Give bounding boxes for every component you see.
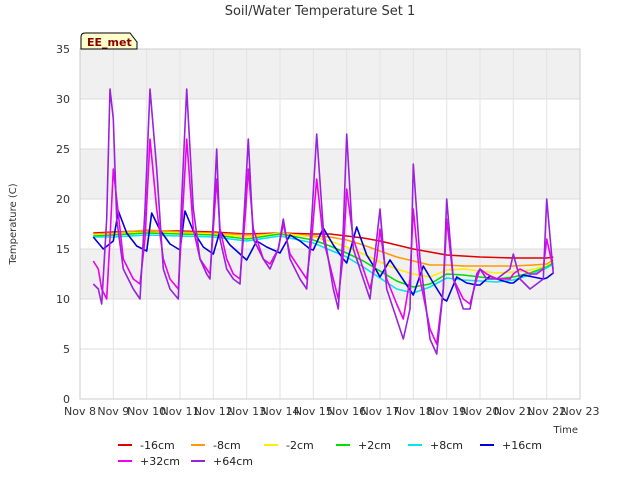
x-tick-label-2: Nov 10 [127, 405, 166, 418]
x-tick-label-0: Nov 8 [64, 405, 96, 418]
chart-title: Soil/Water Temperature Set 1 [225, 4, 416, 19]
series-line--2cm [93, 231, 554, 278]
legend-label-+8cm: +8cm [430, 439, 463, 452]
legend-label-+2cm: +2cm [358, 439, 391, 452]
y-tick-labels: 0 5 10 15 20 25 30 35 [56, 43, 70, 406]
legend-label--16cm: -16cm [140, 439, 175, 452]
x-tick-label-8: Nov 16 [327, 405, 366, 418]
background-bands [80, 49, 580, 299]
legend-label-+32cm: +32cm [140, 455, 180, 468]
x-tick-label-7: Nov 15 [294, 405, 333, 418]
legend: -16cm -8cm -2cm +2cm +8cm +16cm +32cm +64cm [118, 439, 542, 468]
series-lines [92, 88, 555, 355]
series-line--16cm [93, 230, 554, 259]
x-axis-label: Time [553, 425, 578, 436]
y-axis-label: Temperature (C) [8, 183, 19, 265]
y-tick-label-0: 0 [63, 393, 70, 406]
x-tick-label-11: Nov 19 [427, 405, 466, 418]
y-tick-label-6: 30 [56, 93, 70, 106]
x-tick-label-5: Nov 13 [227, 405, 266, 418]
x-tick-label-10: Nov 18 [394, 405, 433, 418]
legend-label-+64cm: +64cm [213, 455, 253, 468]
y-tick-label-5: 25 [56, 143, 70, 156]
x-tick-label-6: Nov 14 [261, 405, 300, 418]
series-line-+64cm [92, 88, 555, 355]
plot-frame [79, 48, 581, 400]
site-badge: EE_met [80, 32, 138, 50]
y-tick-label-1: 5 [63, 343, 70, 356]
site-badge-box [80, 32, 138, 50]
x-tick-label-14: Nov 22 [527, 405, 566, 418]
x-tick-label-1: Nov 9 [97, 405, 129, 418]
y-tick-label-7: 35 [56, 43, 70, 56]
band-2 [80, 49, 580, 99]
x-tick-label-3: Nov 11 [161, 405, 200, 418]
x-tick-label-9: Nov 17 [361, 405, 400, 418]
x-tick-label-12: Nov 20 [461, 405, 500, 418]
x-tick-label-13: Nov 21 [494, 405, 533, 418]
legend-label--2cm: -2cm [286, 439, 314, 452]
site-badge-text: EE_met [87, 36, 132, 49]
y-tick-label-2: 10 [56, 293, 70, 306]
y-tick-label-4: 20 [56, 193, 70, 206]
legend-label--8cm: -8cm [213, 439, 241, 452]
x-tick-label-15: Nov 23 [561, 405, 600, 418]
y-tick-label-3: 15 [56, 243, 70, 256]
band-1 [80, 149, 580, 199]
plot-area [80, 49, 580, 399]
x-tick-label-4: Nov 12 [194, 405, 233, 418]
legend-label-+16cm: +16cm [502, 439, 542, 452]
series-line-+16cm [92, 210, 554, 302]
